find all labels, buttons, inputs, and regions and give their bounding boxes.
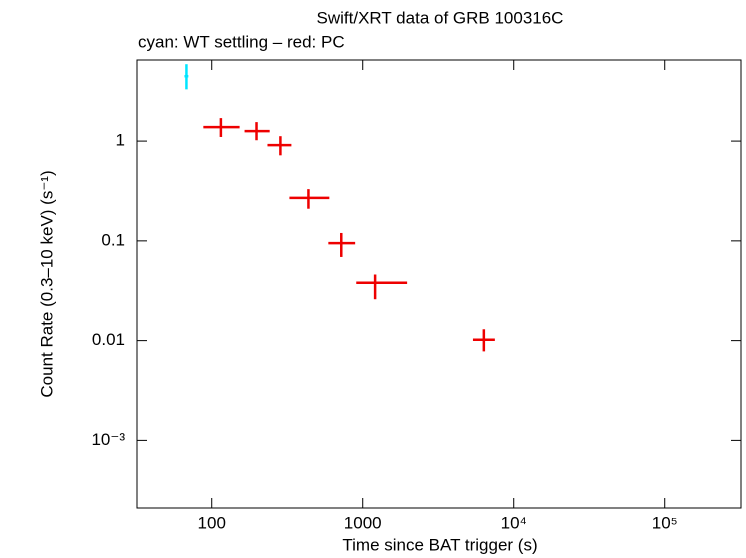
x-tick-label: 100: [198, 513, 226, 532]
y-tick-label: 1: [116, 131, 125, 150]
x-tick-label: 10⁵: [652, 513, 678, 532]
x-tick-label: 10⁴: [501, 513, 527, 532]
x-tick-label: 1000: [344, 513, 382, 532]
y-axis-label: Count Rate (0.3–10 keV) (s⁻¹): [37, 170, 56, 397]
chart-title: Swift/XRT data of GRB 100316C: [317, 8, 564, 27]
plot-frame: [136, 59, 742, 509]
y-tick-label: 0.01: [92, 330, 125, 349]
y-tick-label: 0.1: [101, 230, 125, 249]
y-tick-label: 10⁻³: [91, 430, 125, 449]
x-axis-label: Time since BAT trigger (s): [342, 535, 537, 554]
chart-subtitle: cyan: WT settling – red: PC: [138, 32, 345, 51]
